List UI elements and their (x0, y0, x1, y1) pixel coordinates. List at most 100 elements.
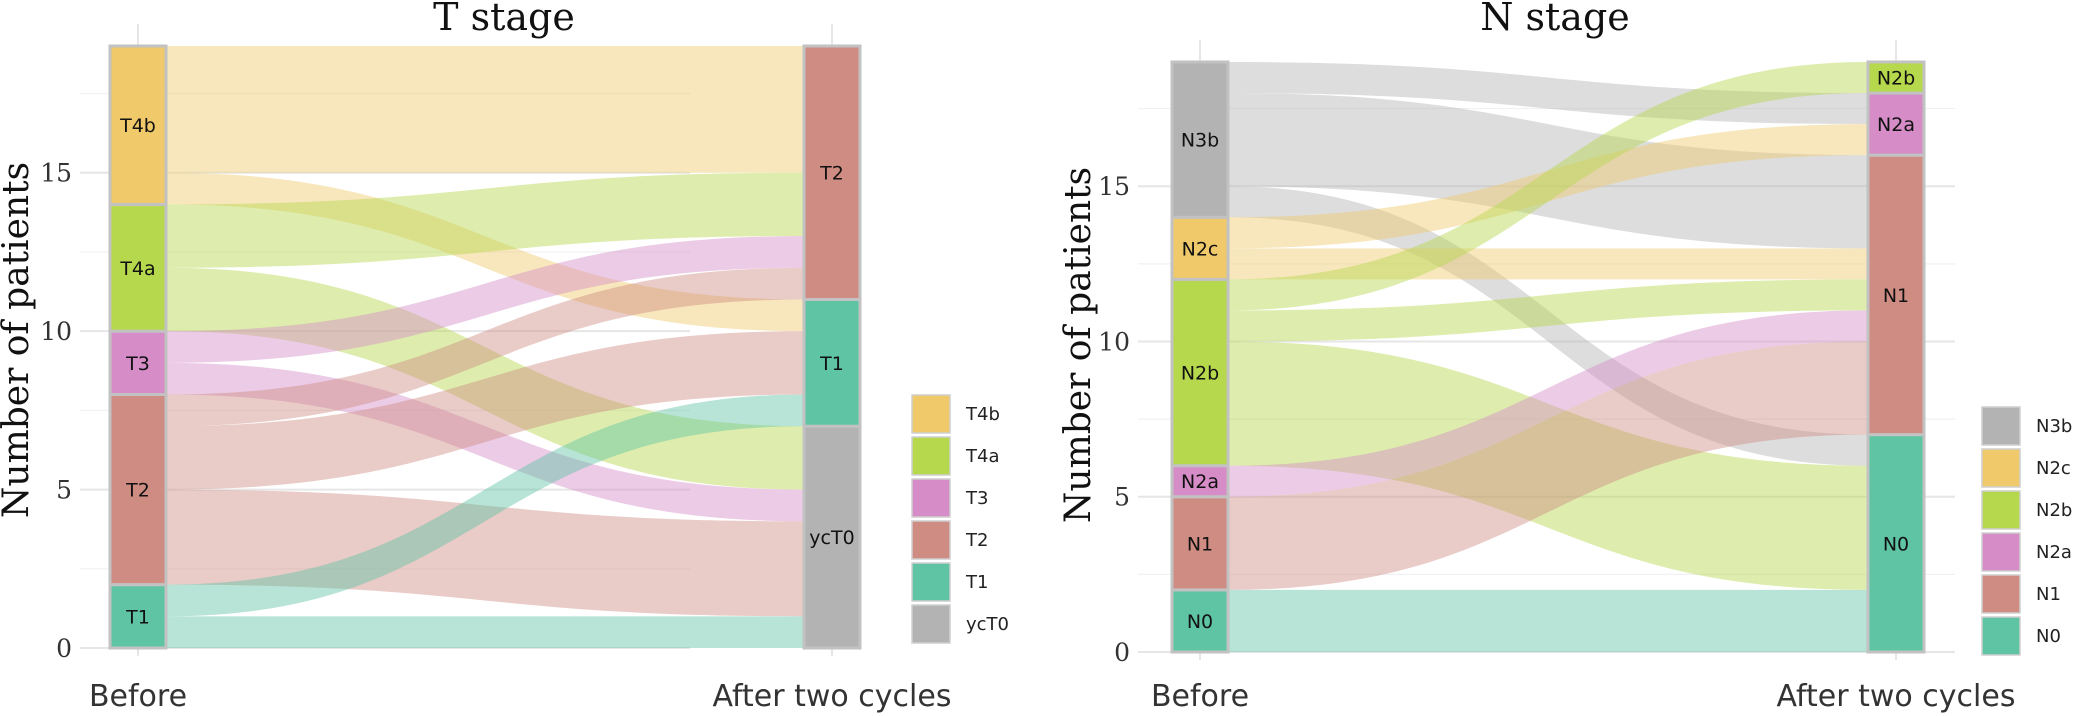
n-stage-legend-label-n2b: N2b (2036, 500, 2072, 521)
t-stage-legend: T4b T4a T3 T2 T1 ycT0 (911, 394, 1009, 644)
n-stage-flows (1228, 62, 1868, 652)
t-stage-after-stratum-t1 (802, 297, 862, 428)
n-stage-legend-label-n0: N0 (2036, 626, 2061, 647)
t-stage-before-stratum-label-t3: T3 (125, 353, 150, 375)
t-stage-before-stratum-label-t4a: T4a (119, 258, 155, 280)
n-stage-before-strata: N0 N1 N2a N2b N2c N3b (1170, 60, 1230, 654)
n-stage-flow-n2b-to-n0 (1228, 341, 1868, 590)
n-stage-flow-n3b-to-n2a (1228, 62, 1868, 125)
t-stage-flow-t4a-to-yct0 (166, 267, 804, 490)
n-stage-flow-n2c-to-n1 (1228, 248, 1868, 280)
n-stage-after-stratum-label-n2a: N2a (1877, 114, 1915, 136)
n-stage-title: N stage (1480, 0, 1630, 39)
n-stage-flow-n2b-to-n1 (1228, 279, 1868, 342)
n-stage-after-stratum-n2b (1866, 60, 1926, 95)
n-stage-flow-n2a-to-n1 (1228, 310, 1868, 497)
n-stage-y-ticks: 0 5 10 15 (1098, 172, 1130, 667)
t-stage-flow-t4b-to-t2 (166, 46, 804, 173)
t-stage-panel: T1 T2 T3 T4a T4b ycT0 T1 T2 0 5 10 15 Before After tw… (0, 0, 1009, 714)
n-stage-legend-swatch-n0 (1981, 616, 2021, 656)
t-stage-y-ticks: 0 5 10 15 (40, 159, 72, 663)
n-stage-flow-n2b-to-n2b (1228, 62, 1868, 311)
t-stage-flow-t1-to-yct0 (166, 616, 804, 648)
t-stage-before-strata: T1 T2 T3 T4a T4b (108, 44, 168, 650)
t-stage-after-stratum-t2 (802, 44, 862, 301)
t-stage-legend-swatch-yct0 (911, 604, 951, 644)
n-stage-before-stratum-n3b (1170, 60, 1230, 219)
n-stage-legend: N3b N2c N2b N2a N1 N0 (1981, 406, 2072, 656)
t-stage-y-tick-label: 0 (56, 634, 72, 663)
n-stage-before-stratum-label-n3b: N3b (1181, 130, 1219, 152)
n-stage-after-stratum-label-n2b: N2b (1877, 68, 1915, 90)
n-stage-after-stratum-label-n0: N0 (1883, 533, 1909, 555)
n-stage-y-tick-label: 15 (1098, 172, 1130, 201)
n-stage-flow-n2c-to-n2a (1228, 124, 1868, 249)
n-stage-after-stratum-label-n1: N1 (1883, 285, 1909, 307)
t-stage-before-stratum-label-t4b: T4b (119, 115, 156, 137)
t-stage-after-strata: ycT0 T1 T2 (802, 44, 862, 650)
t-stage-before-stratum-label-t2: T2 (125, 480, 150, 502)
t-stage-legend-swatch-t4a (911, 436, 951, 476)
n-stage-y-tick-label: 0 (1114, 638, 1130, 667)
t-stage-flows (166, 46, 804, 648)
t-stage-legend-label-t3: T3 (965, 488, 988, 509)
t-stage-legend-label-t2: T2 (965, 530, 988, 551)
t-stage-legend-label-t1: T1 (965, 572, 988, 593)
n-stage-before-stratum-n2a (1170, 464, 1230, 499)
n-stage-y-tick-label: 5 (1114, 483, 1130, 512)
n-stage-flow-n1-to-n1 (1228, 341, 1868, 590)
t-stage-flow-t3-to-t2 (166, 236, 804, 363)
n-stage-flow-n3b-to-n1 (1228, 93, 1868, 249)
t-stage-flow-t4a-to-t2 (166, 172, 804, 268)
t-stage-after-stratum-label-t2: T2 (819, 163, 844, 185)
t-stage-before-stratum-t4b (108, 44, 168, 206)
t-stage-x-label-before: Before (89, 679, 187, 714)
t-stage-after-stratum-label-yct0: ycT0 (809, 527, 854, 549)
n-stage-legend-swatch-n2c (1981, 448, 2021, 488)
n-stage-legend-swatch-n2b (1981, 490, 2021, 530)
t-stage-flow-t2-to-yct0 (166, 489, 804, 617)
n-stage-legend-label-n1: N1 (2036, 584, 2061, 605)
t-stage-legend-swatch-t3 (911, 478, 951, 518)
n-stage-x-label-after-two-cycles: After two cycles (1777, 679, 2016, 714)
n-stage-before-stratum-n1 (1170, 495, 1230, 592)
n-stage-before-stratum-label-n2b: N2b (1181, 363, 1219, 385)
n-stage-legend-swatch-n3b (1981, 406, 2021, 446)
t-stage-flow-t2-to-t2 (166, 267, 804, 427)
n-stage-after-stratum-n1 (1866, 153, 1926, 437)
t-stage-y-axis-label: Number of patients (0, 162, 37, 518)
n-stage-after-strata: N0 N1 N2a N2b (1866, 60, 1926, 654)
n-stage-legend-swatch-n1 (1981, 574, 2021, 614)
n-stage-legend-swatch-n2a (1981, 532, 2021, 572)
n-stage-before-stratum-label-n2a: N2a (1181, 471, 1219, 493)
n-stage-legend-label-n2c: N2c (2036, 458, 2071, 479)
n-stage-panel: N0 N1 N2a N2b N2c N3b N0 N1 N2a N2b 0 5 10 15 Before Af… (1058, 0, 2072, 714)
t-stage-y-tick-label: 5 (56, 476, 72, 505)
t-stage-legend-swatch-t1 (911, 562, 951, 602)
t-stage-flow-t1-to-t1 (166, 394, 804, 617)
n-stage-after-stratum-n2a (1866, 91, 1926, 157)
n-stage-before-stratum-label-n0: N0 (1187, 611, 1213, 633)
t-stage-flow-t4b-to-t1 (166, 172, 804, 332)
n-stage-flow-n0-to-n0 (1228, 589, 1868, 652)
n-stage-legend-label-n2a: N2a (2036, 542, 2072, 563)
n-stage-x-label-before: Before (1151, 679, 1249, 714)
t-stage-flow-t3-to-yct0 (166, 362, 804, 522)
t-stage-before-stratum-t2 (108, 393, 168, 587)
n-stage-flow-n3b-to-n0 (1228, 186, 1868, 466)
n-stage-before-stratum-label-n2c: N2c (1182, 238, 1219, 260)
t-stage-after-stratum-label-t1: T1 (819, 353, 844, 375)
t-stage-before-stratum-t4a (108, 202, 168, 333)
n-stage-legend-label-n3b: N3b (2036, 416, 2072, 437)
t-stage-legend-swatch-t2 (911, 520, 951, 560)
n-stage-before-stratum-n2c (1170, 215, 1230, 281)
t-stage-legend-swatch-t4b (911, 394, 951, 434)
t-stage-legend-label-t4b: T4b (965, 404, 1000, 425)
n-stage-before-stratum-label-n1: N1 (1187, 533, 1213, 555)
n-stage-y-axis-label: Number of patients (1058, 167, 1099, 523)
t-stage-before-stratum-t3 (108, 329, 168, 397)
t-stage-x-label-after-two-cycles: After two cycles (713, 679, 952, 714)
t-stage-legend-label-t4a: T4a (965, 446, 999, 467)
t-stage-flow-t2-to-t1 (166, 331, 804, 490)
